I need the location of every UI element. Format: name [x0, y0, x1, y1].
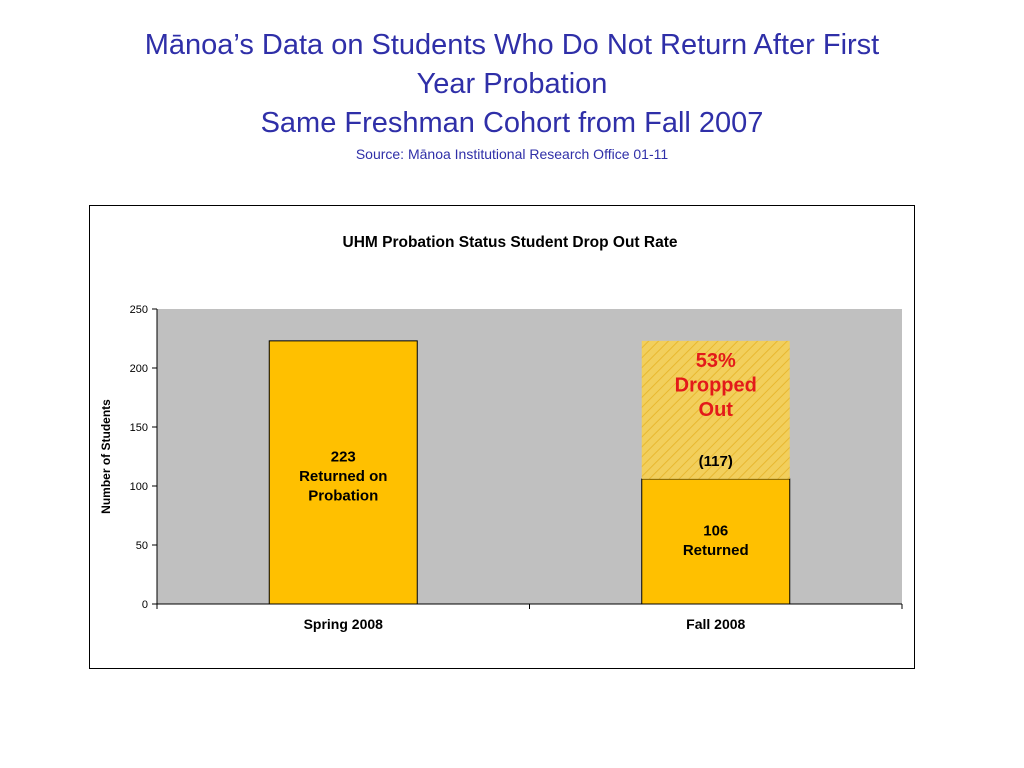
bar-returned [641, 478, 791, 605]
x-category-label: Fall 2008 [686, 616, 745, 632]
bars [268, 340, 791, 605]
y-tick-label: 200 [130, 363, 148, 375]
bar-label-spring: Returned on [299, 468, 387, 485]
chart-title: UHM Probation Status Student Drop Out Ra… [343, 234, 678, 251]
bar-labels: 223 Returned on Probation 106 Returned 53%Dro… [299, 350, 757, 559]
y-axis: 0 50 100 150 200 250 [130, 304, 158, 611]
slide-title-line-1: Mānoa’s Data on Students Who Do Not Retu… [144, 29, 880, 61]
bar-dropped-out [641, 340, 790, 479]
slide-source-line: Source: Mānoa Institutional Research Off… [355, 146, 669, 162]
bar-label-dropped-pct: 53% [696, 350, 736, 372]
y-tick-label: 0 [142, 599, 148, 611]
bar-label-dropped-count: (117) [699, 453, 733, 470]
y-tick-label: 250 [130, 304, 148, 316]
y-axis-title: Number of Students [99, 399, 113, 514]
y-tick-label: 100 [130, 481, 148, 493]
bar-label-dropped-pct: Dropped [675, 374, 757, 396]
y-tick-label: 150 [130, 422, 148, 434]
slide-header: Mānoa’s Data on Students Who Do Not Retu… [0, 26, 1024, 163]
slide-title-line-2: Year Probation [416, 68, 608, 100]
bar-label-dropped-pct: Out [699, 399, 734, 421]
bar-label-spring: 223 [331, 448, 356, 465]
bar-label-spring: Probation [308, 487, 378, 504]
chart-frame: UHM Probation Status Student Drop Out Ra… [89, 205, 915, 669]
bar-label-fall-returned: Returned [683, 542, 749, 559]
slide-title-line-3: Same Freshman Cohort from Fall 2007 [260, 107, 764, 139]
x-category-label: Spring 2008 [304, 616, 384, 632]
bar-returned [268, 340, 418, 605]
chart-svg: UHM Probation Status Student Drop Out Ra… [99, 234, 903, 632]
y-tick-label: 50 [136, 540, 148, 552]
x-axis: Spring 2008 Fall 2008 [156, 603, 903, 632]
bar-label-fall-returned: 106 [703, 522, 728, 539]
